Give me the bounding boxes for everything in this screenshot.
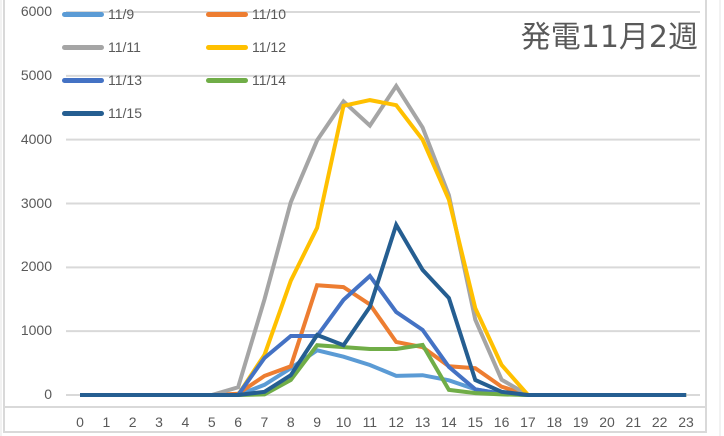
x-tick-label: 11 <box>362 414 378 430</box>
y-tick-label: 3000 <box>20 194 52 211</box>
y-tick-label: 2000 <box>20 258 52 275</box>
series-line-11-10[interactable] <box>80 283 687 397</box>
x-tick-label: 3 <box>155 414 163 430</box>
x-tick-label: 1 <box>102 414 111 430</box>
legend-item[interactable]: 11/11 <box>62 39 141 55</box>
x-tick-label: 23 <box>678 414 694 430</box>
legend-label: 11/13 <box>108 72 142 88</box>
x-tick-label: 10 <box>335 414 352 430</box>
legend-swatch-icon <box>206 44 248 50</box>
x-tick-label: 13 <box>414 414 431 430</box>
legend-item[interactable]: 11/12 <box>206 39 286 55</box>
legend-swatch-icon <box>62 77 104 83</box>
x-tick-label: 2 <box>128 414 137 430</box>
series-line-11-9[interactable] <box>80 348 687 397</box>
x-tick-label: 14 <box>441 414 457 430</box>
x-tick-label: 22 <box>651 414 668 430</box>
x-tick-label: 0 <box>76 414 84 430</box>
series-line-11-15[interactable] <box>80 220 687 397</box>
x-tick-label: 5 <box>207 414 216 430</box>
legend-label: 11/12 <box>252 39 286 55</box>
legend-swatch-icon <box>206 77 248 83</box>
x-tick-label: 12 <box>388 414 404 430</box>
x-tick-label: 17 <box>520 414 536 430</box>
x-tick-label: 19 <box>572 414 589 430</box>
legend-label: 11/9 <box>108 6 135 22</box>
x-tick-label: 4 <box>181 414 190 430</box>
x-tick-label: 16 <box>493 414 510 430</box>
legend-swatch-icon <box>62 110 104 116</box>
legend-item[interactable]: 11/14 <box>206 72 286 88</box>
legend-label: 11/14 <box>252 72 286 88</box>
legend-item[interactable]: 11/10 <box>206 6 286 22</box>
chart-title[interactable]: 発電11月2週 <box>520 20 698 55</box>
series-line-11-13[interactable] <box>80 273 687 397</box>
y-tick-label: 5000 <box>20 66 52 83</box>
legend-item[interactable]: 11/15 <box>62 105 142 121</box>
y-tick-label: 1000 <box>20 322 52 339</box>
x-tick-label: 7 <box>260 414 269 430</box>
x-tick-label: 20 <box>599 414 615 430</box>
legend-swatch-icon <box>206 11 248 17</box>
legend-swatch-icon <box>62 11 104 17</box>
legend-item[interactable]: 11/13 <box>62 72 142 88</box>
legend-item[interactable]: 11/9 <box>62 6 134 22</box>
y-tick-label: 0 <box>44 386 52 402</box>
y-tick-label: 6000 <box>20 3 52 19</box>
x-tick-label: 8 <box>286 414 295 430</box>
legend-label: 11/11 <box>108 39 141 55</box>
y-tick-label: 4000 <box>20 130 52 147</box>
x-tick-label: 6 <box>234 414 242 430</box>
x-tick-label: 15 <box>467 414 484 430</box>
x-tick-label: 9 <box>313 414 322 430</box>
legend-label: 11/15 <box>108 105 142 121</box>
legend-swatch-icon <box>62 44 104 50</box>
x-tick-label: 18 <box>546 414 563 430</box>
x-tick-label: 21 <box>625 414 642 430</box>
legend-label: 11/10 <box>252 6 286 22</box>
